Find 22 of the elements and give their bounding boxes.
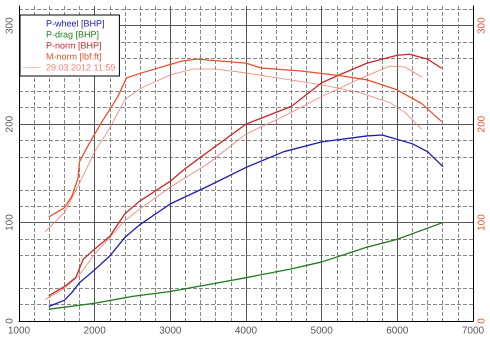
x-tick-label: 1000 [8, 326, 31, 336]
y2-tick-label: 200 [476, 115, 488, 132]
x-tick-label: 5000 [310, 326, 334, 336]
text: P-norm [BHP] [46, 40, 102, 50]
x-tick-label: 3000 [159, 326, 182, 336]
line-series [48, 134, 444, 307]
y-tick-label: 200 [4, 115, 16, 132]
y2-tick-label: 100 [476, 214, 488, 231]
line-series [48, 222, 444, 310]
y-tick-label: 100 [4, 214, 16, 231]
y2-tick-label: 300 [476, 16, 488, 34]
x-tick-label: 6000 [386, 326, 409, 336]
text: M-norm [lbf.ft] [46, 52, 102, 62]
y-tick-label: 0 [4, 318, 16, 324]
legend-label: 29.03.2012 11:59 [46, 62, 116, 72]
y-tick-label: 300 [4, 16, 16, 34]
x-tick-label: 7000 [462, 326, 485, 336]
y2-tick-label: 0 [476, 318, 488, 324]
text: P-wheel [BHP] [46, 18, 105, 28]
x-tick-label: 2000 [84, 326, 106, 336]
text: P-drag [BHP] [46, 30, 100, 40]
x-tick-label: 4000 [234, 326, 258, 336]
